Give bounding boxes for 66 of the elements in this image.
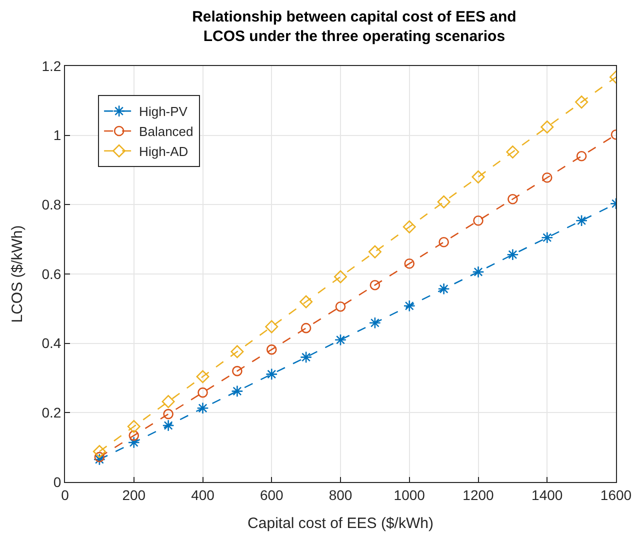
x-axis-title: Capital cost of EES ($/kWh): [248, 514, 434, 532]
point: [300, 295, 313, 308]
point: [196, 402, 209, 414]
x-tick-label: 1400: [532, 486, 563, 503]
point: [93, 453, 106, 466]
point: [438, 282, 450, 295]
point: [541, 232, 554, 244]
point: [472, 266, 484, 278]
point: [266, 344, 277, 355]
y-tick-label: 0.6: [42, 266, 62, 282]
point: [404, 258, 415, 269]
point: [128, 430, 140, 441]
y-tick-label: 0: [53, 474, 62, 490]
point: [162, 395, 175, 408]
point: [266, 368, 278, 380]
legend-label: High-AD: [139, 144, 188, 159]
point: [576, 214, 588, 227]
x-tick-label: 600: [260, 486, 284, 503]
point: [265, 320, 278, 334]
y-tick-label: 1: [53, 127, 62, 144]
point: [334, 334, 347, 346]
point: [162, 419, 174, 432]
x-tick-label: 200: [122, 486, 146, 503]
point: [540, 120, 554, 134]
legend-label: High-PV: [139, 104, 188, 120]
y-tick-label: 0.2: [42, 404, 62, 421]
point: [163, 408, 174, 420]
point: [508, 194, 518, 204]
point: [576, 150, 587, 162]
point: [370, 280, 380, 290]
chart-title: Relationship between capital cost of EES and LCOS under the three operating scenarios: [192, 8, 516, 46]
y-axis-title: LCOS ($/kWh): [8, 225, 26, 323]
point: [334, 270, 347, 284]
point: [403, 300, 416, 312]
x-tick-label: 400: [191, 486, 215, 503]
point: [300, 322, 312, 334]
point: [196, 370, 210, 384]
point: [230, 345, 244, 358]
point: [127, 420, 140, 434]
point: [198, 387, 208, 398]
point: [92, 444, 106, 458]
x-tick-label: 800: [328, 486, 352, 503]
y-tick-label: 0.4: [42, 335, 62, 352]
point: [335, 301, 346, 312]
y-tick-label: 0.8: [42, 196, 62, 213]
point: [506, 145, 520, 158]
point: [542, 172, 552, 183]
point: [575, 96, 588, 109]
point: [300, 351, 312, 364]
point: [231, 385, 244, 398]
x-tick-label: 1600: [600, 486, 632, 503]
point: [437, 195, 450, 208]
x-tick-label: 1200: [462, 486, 494, 503]
point: [94, 452, 105, 462]
point: [472, 170, 485, 184]
x-tick-label: 1000: [394, 486, 426, 503]
legend-label: Balanced: [139, 124, 194, 140]
point: [438, 236, 449, 248]
point: [128, 436, 140, 449]
point: [232, 366, 242, 376]
point: [368, 316, 381, 329]
point: [506, 248, 519, 261]
point: [402, 220, 416, 234]
y-tick-label: 1.2: [42, 58, 62, 74]
point: [368, 245, 382, 258]
point: [473, 215, 484, 226]
